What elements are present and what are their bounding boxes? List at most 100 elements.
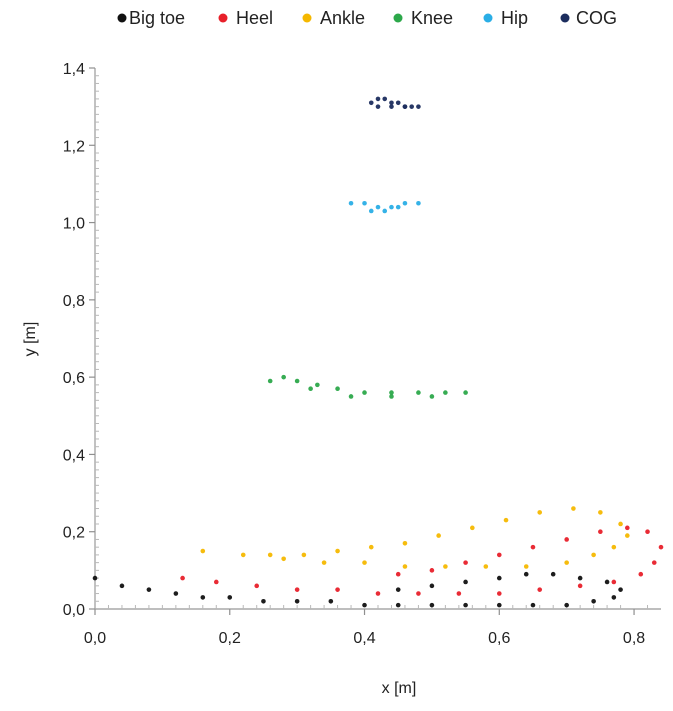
data-point <box>496 591 502 596</box>
data-point <box>429 583 435 589</box>
data-point <box>402 564 408 569</box>
y-tick-label: 0,8 <box>63 293 85 310</box>
legend-marker <box>393 13 403 23</box>
data-point <box>92 575 98 581</box>
legend-marker <box>218 13 228 23</box>
data-point <box>416 591 421 596</box>
data-point <box>375 96 381 102</box>
data-point <box>294 378 300 384</box>
legend-marker <box>302 13 312 23</box>
data-point <box>618 521 623 527</box>
data-point <box>368 544 374 550</box>
data-point <box>389 394 394 399</box>
x-axis-title: x [m] <box>382 680 417 697</box>
data-point <box>362 602 367 608</box>
data-point <box>611 595 617 600</box>
data-point <box>456 591 462 596</box>
data-point <box>395 100 401 106</box>
data-point <box>577 575 583 581</box>
data-point <box>267 378 273 384</box>
data-point <box>389 104 394 109</box>
data-point <box>416 390 421 395</box>
data-point <box>335 548 340 554</box>
data-point <box>429 602 435 608</box>
legend-label: Ankle <box>320 8 365 28</box>
data-point <box>308 386 313 392</box>
data-point <box>429 394 435 399</box>
legend-label: Hip <box>501 8 528 28</box>
data-point <box>625 533 630 538</box>
y-tick-label: 1,4 <box>63 61 85 78</box>
data-point <box>577 583 583 589</box>
data-point <box>200 548 206 554</box>
data-point <box>443 390 448 395</box>
data-point <box>625 525 630 531</box>
data-point <box>294 587 300 592</box>
data-point <box>301 552 307 558</box>
data-point <box>368 100 374 106</box>
data-point <box>658 544 664 550</box>
data-point <box>496 552 502 558</box>
legend-label: COG <box>576 8 617 28</box>
data-point <box>409 104 414 109</box>
legend-label: Big toe <box>129 8 185 28</box>
data-point <box>335 587 340 592</box>
data-point <box>537 510 543 515</box>
legend-marker <box>117 13 127 23</box>
data-point <box>470 525 475 531</box>
data-point <box>382 96 388 102</box>
data-point <box>530 544 536 550</box>
legend-marker <box>560 13 570 23</box>
data-point <box>611 579 617 585</box>
data-point <box>496 575 502 581</box>
data-point <box>375 104 381 109</box>
data-point <box>436 533 441 538</box>
y-axis-title: y [m] <box>22 322 39 357</box>
y-tick-label: 0,4 <box>63 447 85 464</box>
data-point <box>213 579 219 585</box>
data-point <box>335 386 340 392</box>
data-point <box>598 529 603 535</box>
data-point <box>200 595 206 600</box>
data-point <box>254 583 260 589</box>
data-point <box>321 560 327 565</box>
data-point <box>240 552 246 558</box>
data-point <box>267 552 273 558</box>
data-point <box>463 602 468 608</box>
data-point <box>402 541 408 546</box>
data-point <box>362 560 367 565</box>
x-tick-label: 0,2 <box>219 630 241 647</box>
data-point <box>328 598 334 604</box>
data-point <box>429 568 435 573</box>
data-point <box>281 374 286 380</box>
data-point <box>375 204 381 210</box>
data-point <box>564 537 569 542</box>
data-point <box>180 575 185 581</box>
data-point <box>591 552 596 558</box>
legend-label: Heel <box>236 8 273 28</box>
legend-label: Knee <box>411 8 453 28</box>
data-point <box>618 587 623 592</box>
data-point <box>395 602 401 608</box>
y-tick-label: 0,6 <box>63 370 85 387</box>
data-point <box>523 571 529 577</box>
data-point <box>523 564 529 569</box>
data-point <box>348 200 354 206</box>
data-point <box>375 591 381 596</box>
data-point <box>463 560 468 565</box>
x-tick-label: 0,0 <box>84 630 106 647</box>
data-point <box>395 587 401 592</box>
y-tick-label: 1,2 <box>63 138 85 155</box>
data-point <box>604 579 610 585</box>
data-point <box>598 510 603 515</box>
data-point <box>362 390 367 395</box>
data-point <box>463 390 468 395</box>
data-point <box>261 598 266 604</box>
data-point <box>368 208 374 214</box>
data-point <box>402 104 408 109</box>
data-point <box>638 571 644 577</box>
data-point <box>463 579 468 585</box>
data-point <box>395 571 401 577</box>
